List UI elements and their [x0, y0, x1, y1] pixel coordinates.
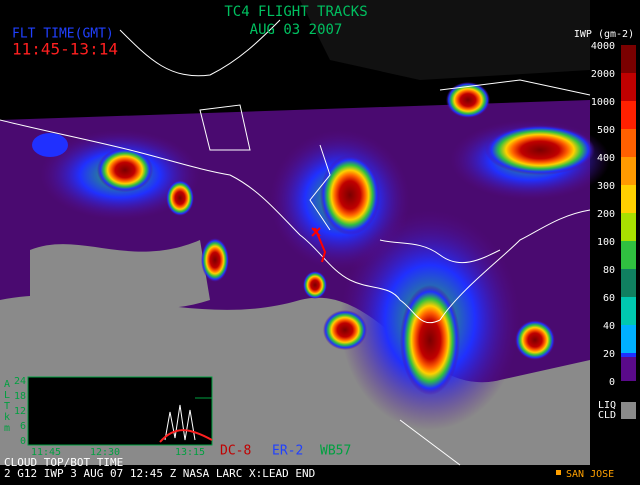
colorbar-segment: [621, 157, 636, 185]
colorbar-segment: [621, 129, 636, 157]
title: TC4 FLIGHT TRACKS: [224, 4, 367, 20]
header: TC4 FLIGHT TRACKS AUG 03 2007 FLT TIME(G…: [12, 4, 368, 59]
colorbar-segment: [621, 101, 636, 129]
colorbar-segment: [621, 185, 636, 213]
inset-y-tick: 24: [14, 376, 26, 387]
inset-x-tick: 12:30: [90, 447, 120, 458]
colorbar-label: 40: [603, 321, 615, 332]
colorbar-label: 60: [603, 293, 615, 304]
aircraft-wb57: WB57: [320, 444, 351, 459]
colorbar-segment: [621, 45, 636, 73]
footer-info: 2 G12 IWP 3 AUG 07 12:45 Z NASA LARC X:L…: [4, 467, 315, 480]
inset-axis-letter: k: [4, 412, 10, 423]
inset-x-tick: 11:45: [31, 447, 61, 458]
liq-label: LIQ: [598, 400, 616, 411]
flight-time-label: FLT TIME(GMT): [12, 27, 114, 42]
aircraft-dc8: DC-8: [220, 444, 251, 459]
colorbar-label: 1000: [591, 97, 615, 108]
colorbar-segment: [621, 269, 636, 297]
inset-caption: CLOUD TOP/BOT TIME: [4, 456, 123, 469]
liq-cld-swatch: [621, 402, 636, 419]
site-label: SAN JOSE: [566, 469, 614, 480]
inset-y-tick: 18: [14, 391, 26, 402]
colorbar-label: 2000: [591, 69, 615, 80]
inset-axis-letter: m: [4, 423, 10, 434]
colorbar-segment: [621, 297, 636, 325]
legend-title: IWP (gm-2): [574, 29, 634, 40]
site-marker: [556, 470, 561, 475]
colorbar-label: 500: [597, 125, 615, 136]
colorbar-label: 400: [597, 153, 615, 164]
cld-label: CLD: [598, 410, 616, 421]
inset-x-tick: 13:15: [175, 447, 205, 458]
colorbar-segment: [621, 325, 636, 353]
inset-axis-letter: L: [4, 390, 10, 401]
inset-axis-letter: A: [4, 379, 10, 390]
colorbar-label: 80: [603, 265, 615, 276]
inset-y-tick: 6: [20, 421, 26, 432]
flight-time: 11:45-13:14: [12, 40, 118, 59]
aircraft-er2: ER-2: [272, 444, 303, 459]
colorbar-label: 100: [597, 237, 615, 248]
inset-y-tick: 12: [14, 406, 26, 417]
inset-axis-letter: T: [4, 401, 10, 412]
colorbar-segment: [621, 241, 636, 269]
colorbar-segment: [621, 73, 636, 101]
colorbar-label: 300: [597, 181, 615, 192]
inset-y-tick: 0: [20, 436, 26, 447]
colorbar-segment: [621, 357, 636, 381]
colorbar-label: 200: [597, 209, 615, 220]
colorbar-label: 0: [609, 377, 615, 388]
date: AUG 03 2007: [250, 22, 343, 38]
colorbar-label: 4000: [591, 41, 615, 52]
colorbar-segment: [621, 213, 636, 241]
colorbar-label: 20: [603, 349, 615, 360]
